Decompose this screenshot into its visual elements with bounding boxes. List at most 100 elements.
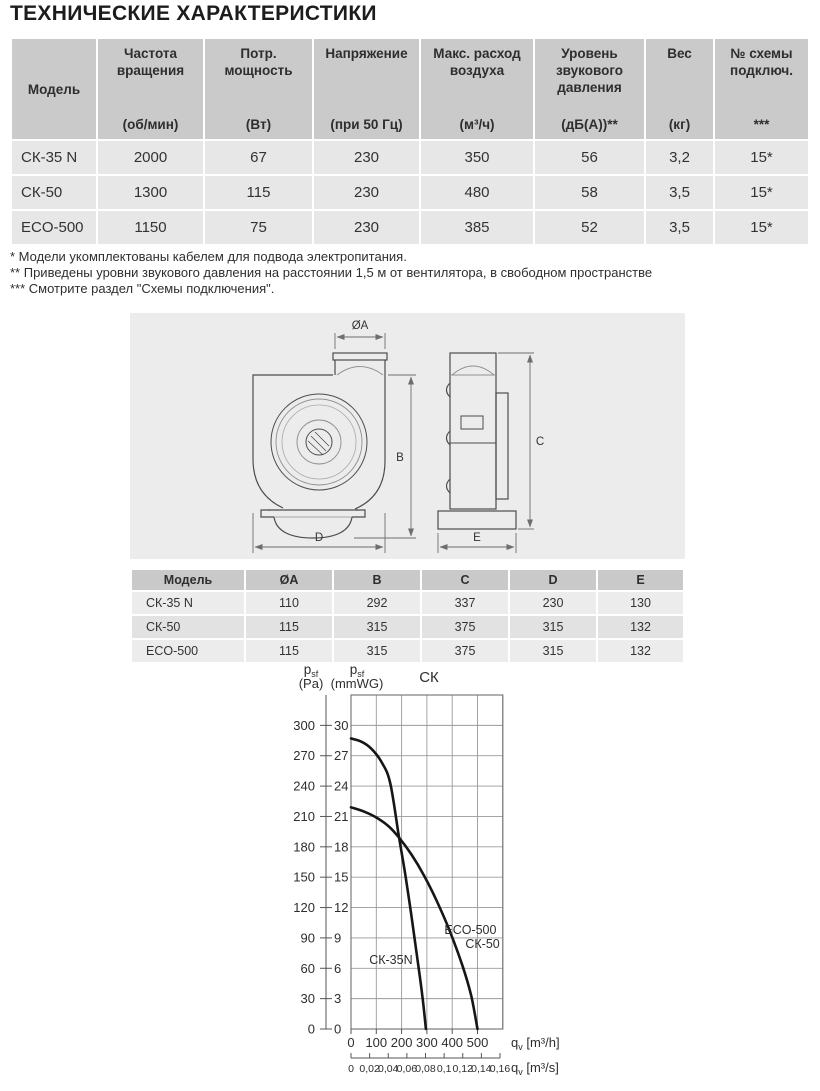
spec-cell: 67 [205, 141, 312, 174]
fan-drawing: ØA B D C E [252, 320, 544, 553]
spec-row: ECO-500 1150 75 230 385 52 3,5 15* [12, 211, 808, 244]
m3s-tick-label: 0 [348, 1063, 354, 1075]
front-view [252, 352, 388, 539]
dims-cell: 375 [422, 616, 508, 638]
col-unit: (об/мин) [122, 117, 179, 133]
col-name: Напряжение [325, 46, 408, 61]
pa-tick-label: 150 [293, 870, 315, 885]
curve-label: СК-50 [465, 937, 499, 951]
spec-cell: 115 [205, 176, 312, 209]
dims-col-header: D [510, 570, 596, 590]
spec-col-header: Макс. расход воздуха (м³/ч) [421, 39, 533, 139]
spec-cell-model: СК-50 [12, 176, 96, 209]
col-unit: (Вт) [245, 117, 272, 133]
spec-cell: 3,5 [646, 176, 713, 209]
y-axis-label-mmwg-unit: (mmWG) [331, 676, 384, 691]
dims-cell-model: ECO-500 [132, 640, 244, 662]
pa-tick-label: 60 [301, 961, 315, 976]
y-axis-label-pa-unit: (Pa) [299, 676, 324, 691]
mmwg-tick-label: 15 [334, 870, 348, 885]
spec-cell: 52 [535, 211, 644, 244]
dims-cell: 315 [334, 616, 420, 638]
dims-cell: 375 [422, 640, 508, 662]
dims-col-header: C [422, 570, 508, 590]
spec-col-header: Частота вращения (об/мин) [98, 39, 203, 139]
dims-cell: 110 [246, 592, 332, 614]
nameplate [460, 415, 484, 430]
m3h-tick-label: 300 [416, 1035, 438, 1050]
dims-row: СК-35 N 110 292 337 230 130 [132, 592, 683, 614]
side-view [437, 352, 517, 530]
mmwg-tick-label: 24 [334, 779, 348, 794]
chart-title: СК [419, 669, 439, 686]
dims-header-row: Модель ØA B C D E [132, 570, 683, 590]
dims-cell: 132 [598, 616, 683, 638]
m3s-tick-label: 0,04 [378, 1063, 399, 1075]
footnotes: * Модели укомплектованы кабелем для подв… [10, 249, 652, 297]
spec-cell: 15* [715, 141, 808, 174]
mmwg-tick-label: 27 [334, 748, 348, 763]
dims-cell: 315 [510, 640, 596, 662]
spec-col-header: Модель [12, 39, 96, 139]
dim-label-a: ØA [352, 320, 369, 332]
dims-col-header: B [334, 570, 420, 590]
col-name: Макс. расход воздуха [433, 46, 521, 78]
spec-cell: 3,2 [646, 141, 713, 174]
curve-label: СК-35N [369, 953, 412, 967]
chart-grid [350, 695, 504, 1030]
pa-tick-label: 30 [301, 991, 315, 1006]
dim-label-b: B [396, 452, 404, 464]
pa-tick-label: 300 [293, 718, 315, 733]
spec-col-header: Вес (кг) [646, 39, 713, 139]
dims-row: СК-50 115 315 375 315 132 [132, 616, 683, 638]
spec-cell: 2000 [98, 141, 203, 174]
col-unit: (м³/ч) [459, 117, 495, 133]
spec-cell: 56 [535, 141, 644, 174]
dims-cell: 132 [598, 640, 683, 662]
mmwg-tick-label: 9 [334, 930, 341, 945]
dims-cell: 315 [510, 616, 596, 638]
spec-cell: 75 [205, 211, 312, 244]
dim-label-d: D [315, 532, 323, 544]
m3s-tick-label: 0,1 [437, 1063, 452, 1075]
spec-cell-model: СК-35 N [12, 141, 96, 174]
spec-col-header: Потр. мощность (Вт) [205, 39, 312, 139]
spec-table: Модель Частота вращения (об/мин) Потр. мо… [10, 37, 810, 246]
spec-cell: 230 [314, 141, 419, 174]
col-name: Уровень звукового давления [555, 46, 624, 95]
dims-cell: 230 [510, 592, 596, 614]
footnote: * Модели укомплектованы кабелем для подв… [10, 249, 407, 264]
dims-cell-model: СК-50 [132, 616, 244, 638]
x-axis-unit-m3s: qv [m³/s] [511, 1060, 559, 1077]
mmwg-tick-label: 21 [334, 809, 348, 824]
col-name: Потр. мощность [224, 46, 293, 78]
dims-cell: 292 [334, 592, 420, 614]
mmwg-tick-label: 6 [334, 961, 341, 976]
spec-col-header: Уровень звукового давления (дБ(А))** [535, 39, 644, 139]
dimensions-table: Модель ØA B C D E СК-35 N 110 292 337 23… [130, 568, 685, 664]
m3s-tick-label: 0,02 [359, 1063, 380, 1075]
col-unit: (кг) [668, 117, 691, 133]
dims-cell: 115 [246, 640, 332, 662]
footnote: *** Смотрите раздел "Схемы подключения". [10, 281, 275, 296]
spec-cell: 230 [314, 211, 419, 244]
mmwg-tick-label: 30 [334, 718, 348, 733]
col-unit: *** [753, 117, 770, 133]
spec-cell: 3,5 [646, 211, 713, 244]
m3h-tick-label: 400 [441, 1035, 463, 1050]
dim-label-c: C [536, 436, 544, 448]
m3s-tick-label: 0,08 [415, 1063, 436, 1075]
col-unit: (при 50 Гц) [330, 117, 403, 133]
mmwg-tick-label: 12 [334, 900, 348, 915]
footnote: ** Приведены уровни звукового давления н… [10, 265, 653, 280]
x-axis-unit-m3h: qv [m³/h] [511, 1035, 560, 1052]
y-axis-label-mmwg: psf [350, 662, 365, 679]
mmwg-tick-label: 0 [334, 1022, 341, 1037]
dims-cell: 130 [598, 592, 683, 614]
col-unit: (дБ(А))** [561, 117, 618, 133]
pa-tick-label: 270 [293, 748, 315, 763]
m3h-tick-label: 500 [467, 1035, 489, 1050]
dimension-labels: ØA B D C E [315, 320, 544, 544]
